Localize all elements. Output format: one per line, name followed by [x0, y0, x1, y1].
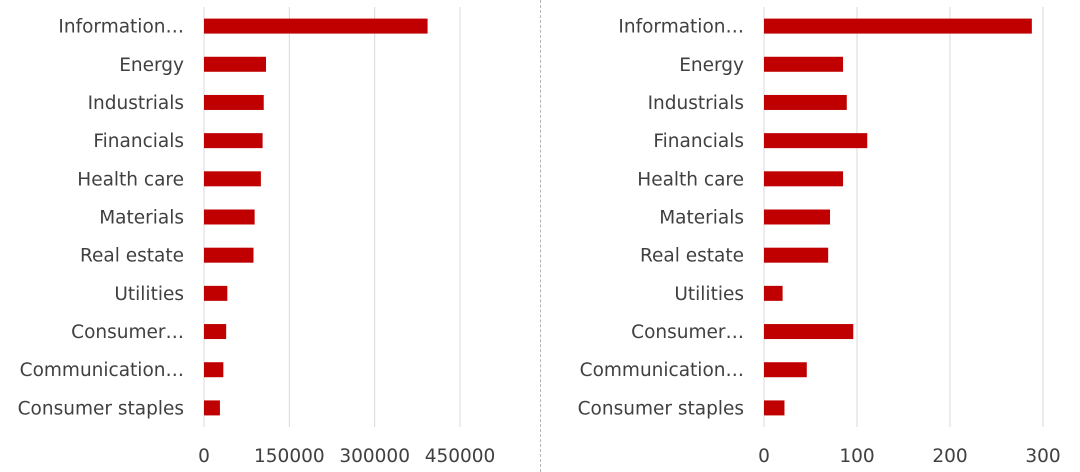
chart-divider: [540, 0, 541, 472]
x-tick-label: 0: [198, 446, 210, 467]
category-label: Energy: [679, 55, 744, 76]
category-label: Utilities: [674, 284, 744, 305]
bar: [204, 56, 267, 72]
bar: [764, 18, 1032, 34]
right-bar-chart: Information… Energy Industrials Financials H…: [578, 7, 1061, 467]
bar: [764, 209, 831, 225]
bar: [204, 362, 224, 378]
bar: [204, 18, 428, 34]
category-label: Materials: [659, 208, 744, 229]
bar: [764, 56, 844, 72]
category-label: Energy: [119, 55, 184, 76]
category-label: Consumer…: [631, 322, 744, 343]
category-label: Consumer staples: [578, 398, 744, 419]
bar: [764, 133, 868, 149]
x-tick-label: 0: [758, 446, 770, 467]
category-label: Communication…: [580, 360, 744, 381]
bar: [204, 324, 227, 340]
bar: [764, 94, 847, 110]
category-label: Industrials: [88, 93, 184, 114]
left-bar-chart: Information… Energy Industrials Financials H…: [18, 7, 496, 467]
category-label: Utilities: [114, 284, 184, 305]
category-label: Materials: [99, 208, 184, 229]
bar: [204, 209, 255, 225]
bar: [204, 247, 254, 263]
category-label: Real estate: [80, 246, 184, 267]
category-label: Information…: [58, 17, 184, 38]
category-label: Real estate: [640, 246, 744, 267]
bar: [204, 171, 261, 187]
x-tick-label: 300: [1025, 446, 1060, 467]
category-label: Financials: [93, 131, 184, 152]
category-label: Information…: [618, 17, 744, 38]
category-label: Consumer staples: [18, 398, 184, 419]
x-tick-label: 200: [932, 446, 967, 467]
bar: [204, 285, 228, 301]
x-tick-label: 300000: [339, 446, 410, 467]
bar: [764, 171, 844, 187]
bar: [764, 324, 854, 340]
category-label: Health care: [77, 169, 184, 190]
x-tick-label: 150000: [254, 446, 325, 467]
bar: [204, 94, 264, 110]
x-tick-label: 450000: [425, 446, 496, 467]
bar: [764, 285, 783, 301]
category-label: Consumer…: [71, 322, 184, 343]
category-label: Industrials: [648, 93, 744, 114]
category-label: Health care: [637, 169, 744, 190]
bar: [764, 400, 785, 416]
bar: [204, 133, 263, 149]
category-label: Financials: [653, 131, 744, 152]
bar: [204, 400, 220, 416]
bar: [764, 247, 829, 263]
x-tick-label: 100: [839, 446, 874, 467]
bar: [764, 362, 807, 378]
category-label: Communication…: [20, 360, 184, 381]
